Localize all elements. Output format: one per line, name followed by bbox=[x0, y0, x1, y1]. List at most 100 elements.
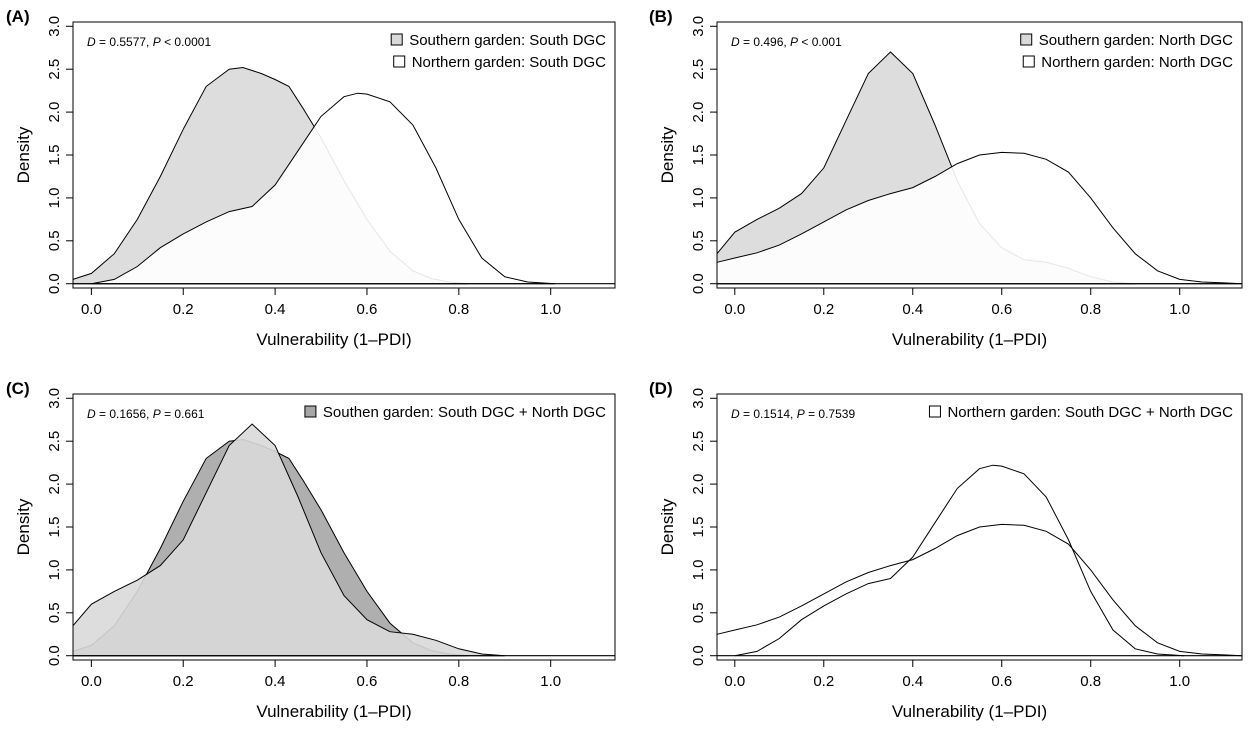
x-tick-label: 0.6 bbox=[991, 301, 1012, 318]
x-tick-label: 0.4 bbox=[265, 301, 286, 318]
y-tick-label: 2.5 bbox=[46, 431, 63, 452]
y-tick-label: 1.0 bbox=[690, 187, 707, 208]
x-tick-label: 0.8 bbox=[1080, 673, 1101, 690]
y-tick-label: 0.0 bbox=[690, 273, 707, 294]
legend-swatch bbox=[393, 55, 406, 68]
stat-D-label: D bbox=[731, 407, 740, 421]
y-tick-label: 3.0 bbox=[46, 388, 63, 409]
y-tick-label: 2.5 bbox=[690, 431, 707, 452]
stat-D-label: D bbox=[87, 407, 96, 421]
x-tick-label: 0.6 bbox=[991, 673, 1012, 690]
x-tick-label: 0.4 bbox=[902, 673, 923, 690]
x-tick-label: 0.2 bbox=[813, 673, 834, 690]
y-tick-label: 1.5 bbox=[46, 145, 63, 166]
panel-b: (B) 0.0 0.2 0.4 0.6 0.8 1.0 0.0 0.5 1.0 1.5 2.0 2.5 3… bbox=[649, 7, 1243, 349]
density-curve-2 bbox=[91, 92, 556, 285]
legend-swatch bbox=[304, 405, 317, 418]
density-curve-2 bbox=[72, 423, 505, 657]
y-tick-label: 3.0 bbox=[690, 388, 707, 409]
y-tick-label: 2.0 bbox=[690, 102, 707, 123]
panel-label: (B) bbox=[649, 7, 673, 26]
panel-c: (C) 0.0 0.2 0.4 0.6 0.8 1.0 0.0 0.5 1.0 1.5 2.0 2.5 3… bbox=[6, 379, 616, 721]
x-tick-label: 1.0 bbox=[540, 673, 561, 690]
x-tick-label: 1.0 bbox=[1169, 301, 1190, 318]
stat-annotation: D = 0.1514, P = 0.7539 bbox=[731, 407, 855, 421]
y-tick-label: 0.0 bbox=[46, 645, 63, 666]
stat-D-label: D bbox=[731, 35, 740, 49]
y-axis-title: Density bbox=[14, 126, 33, 183]
x-tick-label: 0.0 bbox=[81, 673, 102, 690]
stat-P-label: P bbox=[790, 35, 798, 49]
density-curve-1 bbox=[734, 464, 1185, 657]
y-axis-title: Density bbox=[658, 498, 677, 555]
stat-annotation: D = 0.5577, P < 0.0001 bbox=[87, 35, 211, 49]
y-tick-label: 1.5 bbox=[690, 517, 707, 538]
x-tick-label: 1.0 bbox=[540, 301, 561, 318]
y-tick-label: 2.0 bbox=[690, 474, 707, 495]
y-tick-label: 2.0 bbox=[46, 102, 63, 123]
stat-D-value: = 0.1656, bbox=[96, 407, 153, 421]
y-tick-label: 1.0 bbox=[46, 559, 63, 580]
y-tick-label: 0.0 bbox=[46, 273, 63, 294]
panel-label: (C) bbox=[6, 379, 30, 398]
legend-label: Northern garden: North DGC bbox=[1041, 54, 1233, 71]
panel-d: (D) 0.0 0.2 0.4 0.6 0.8 1.0 0.0 0.5 1.0 1.5 2.0 2.5 3… bbox=[649, 379, 1243, 721]
x-tick-label: 0.0 bbox=[724, 301, 745, 318]
x-tick-label: 0.4 bbox=[902, 301, 923, 318]
y-tick-label: 0.5 bbox=[690, 602, 707, 623]
stat-D-value: = 0.5577, bbox=[96, 35, 153, 49]
y-tick-label: 1.0 bbox=[46, 187, 63, 208]
y-axis-title: Density bbox=[658, 126, 677, 183]
legend-label: Southern garden: South DGC bbox=[409, 32, 606, 49]
legend-swatch bbox=[928, 405, 941, 418]
x-tick-label: 0.0 bbox=[81, 301, 102, 318]
x-tick-label: 0.6 bbox=[357, 301, 378, 318]
legend-swatch bbox=[1022, 55, 1035, 68]
stat-P-label: P bbox=[797, 407, 805, 421]
x-tick-label: 0.0 bbox=[724, 673, 745, 690]
x-tick-label: 0.8 bbox=[1080, 301, 1101, 318]
y-tick-label: 0.5 bbox=[690, 230, 707, 251]
panel-label: (A) bbox=[6, 7, 30, 26]
y-tick-label: 2.0 bbox=[46, 474, 63, 495]
legend-label: Southern garden: North DGC bbox=[1039, 32, 1233, 49]
x-tick-label: 0.4 bbox=[265, 673, 286, 690]
y-tick-label: 1.0 bbox=[690, 559, 707, 580]
stat-P-value: < 0.0001 bbox=[161, 35, 212, 49]
legend-swatch bbox=[390, 33, 403, 46]
stat-D-value: = 0.496, bbox=[740, 35, 790, 49]
stat-P-value: = 0.661 bbox=[161, 407, 205, 421]
stat-P-value: = 0.7539 bbox=[805, 407, 856, 421]
x-axis-title: Vulnerability (1–PDI) bbox=[256, 702, 411, 721]
legend-label: Southen garden: South DGC + North DGC bbox=[323, 404, 606, 421]
legend-label: Northern garden: South DGC bbox=[412, 54, 606, 71]
stat-D-value: = 0.1514, bbox=[740, 407, 797, 421]
legend-swatch bbox=[1020, 33, 1033, 46]
y-tick-label: 1.5 bbox=[46, 517, 63, 538]
x-axis-title: Vulnerability (1–PDI) bbox=[892, 330, 1047, 349]
x-tick-label: 0.8 bbox=[448, 301, 469, 318]
panel-a: (A) 0.0 0.2 0.4 0.6 0.8 1.0 0.0 0.5 1.0 1.5 2.0 2.5 3… bbox=[6, 7, 616, 349]
x-tick-label: 0.2 bbox=[173, 301, 194, 318]
x-tick-label: 0.2 bbox=[813, 301, 834, 318]
x-axis-title: Vulnerability (1–PDI) bbox=[256, 330, 411, 349]
x-tick-label: 0.2 bbox=[173, 673, 194, 690]
y-tick-label: 0.5 bbox=[46, 602, 63, 623]
legend-label: Northern garden: South DGC + North DGC bbox=[947, 404, 1233, 421]
y-tick-label: 2.5 bbox=[690, 59, 707, 80]
y-tick-label: 0.5 bbox=[46, 230, 63, 251]
stat-P-label: P bbox=[153, 407, 161, 421]
panel-label: (D) bbox=[649, 379, 673, 398]
stat-P-value: < 0.001 bbox=[798, 35, 842, 49]
y-tick-label: 1.5 bbox=[690, 145, 707, 166]
density-curve-2 bbox=[716, 523, 1243, 657]
density-curve-2 bbox=[716, 151, 1243, 285]
x-axis-title: Vulnerability (1–PDI) bbox=[892, 702, 1047, 721]
y-tick-label: 3.0 bbox=[690, 16, 707, 37]
y-tick-label: 3.0 bbox=[46, 16, 63, 37]
stat-P-label: P bbox=[153, 35, 161, 49]
y-axis-title: Density bbox=[14, 498, 33, 555]
x-tick-label: 0.6 bbox=[357, 673, 378, 690]
stat-annotation: D = 0.1656, P = 0.661 bbox=[87, 407, 205, 421]
